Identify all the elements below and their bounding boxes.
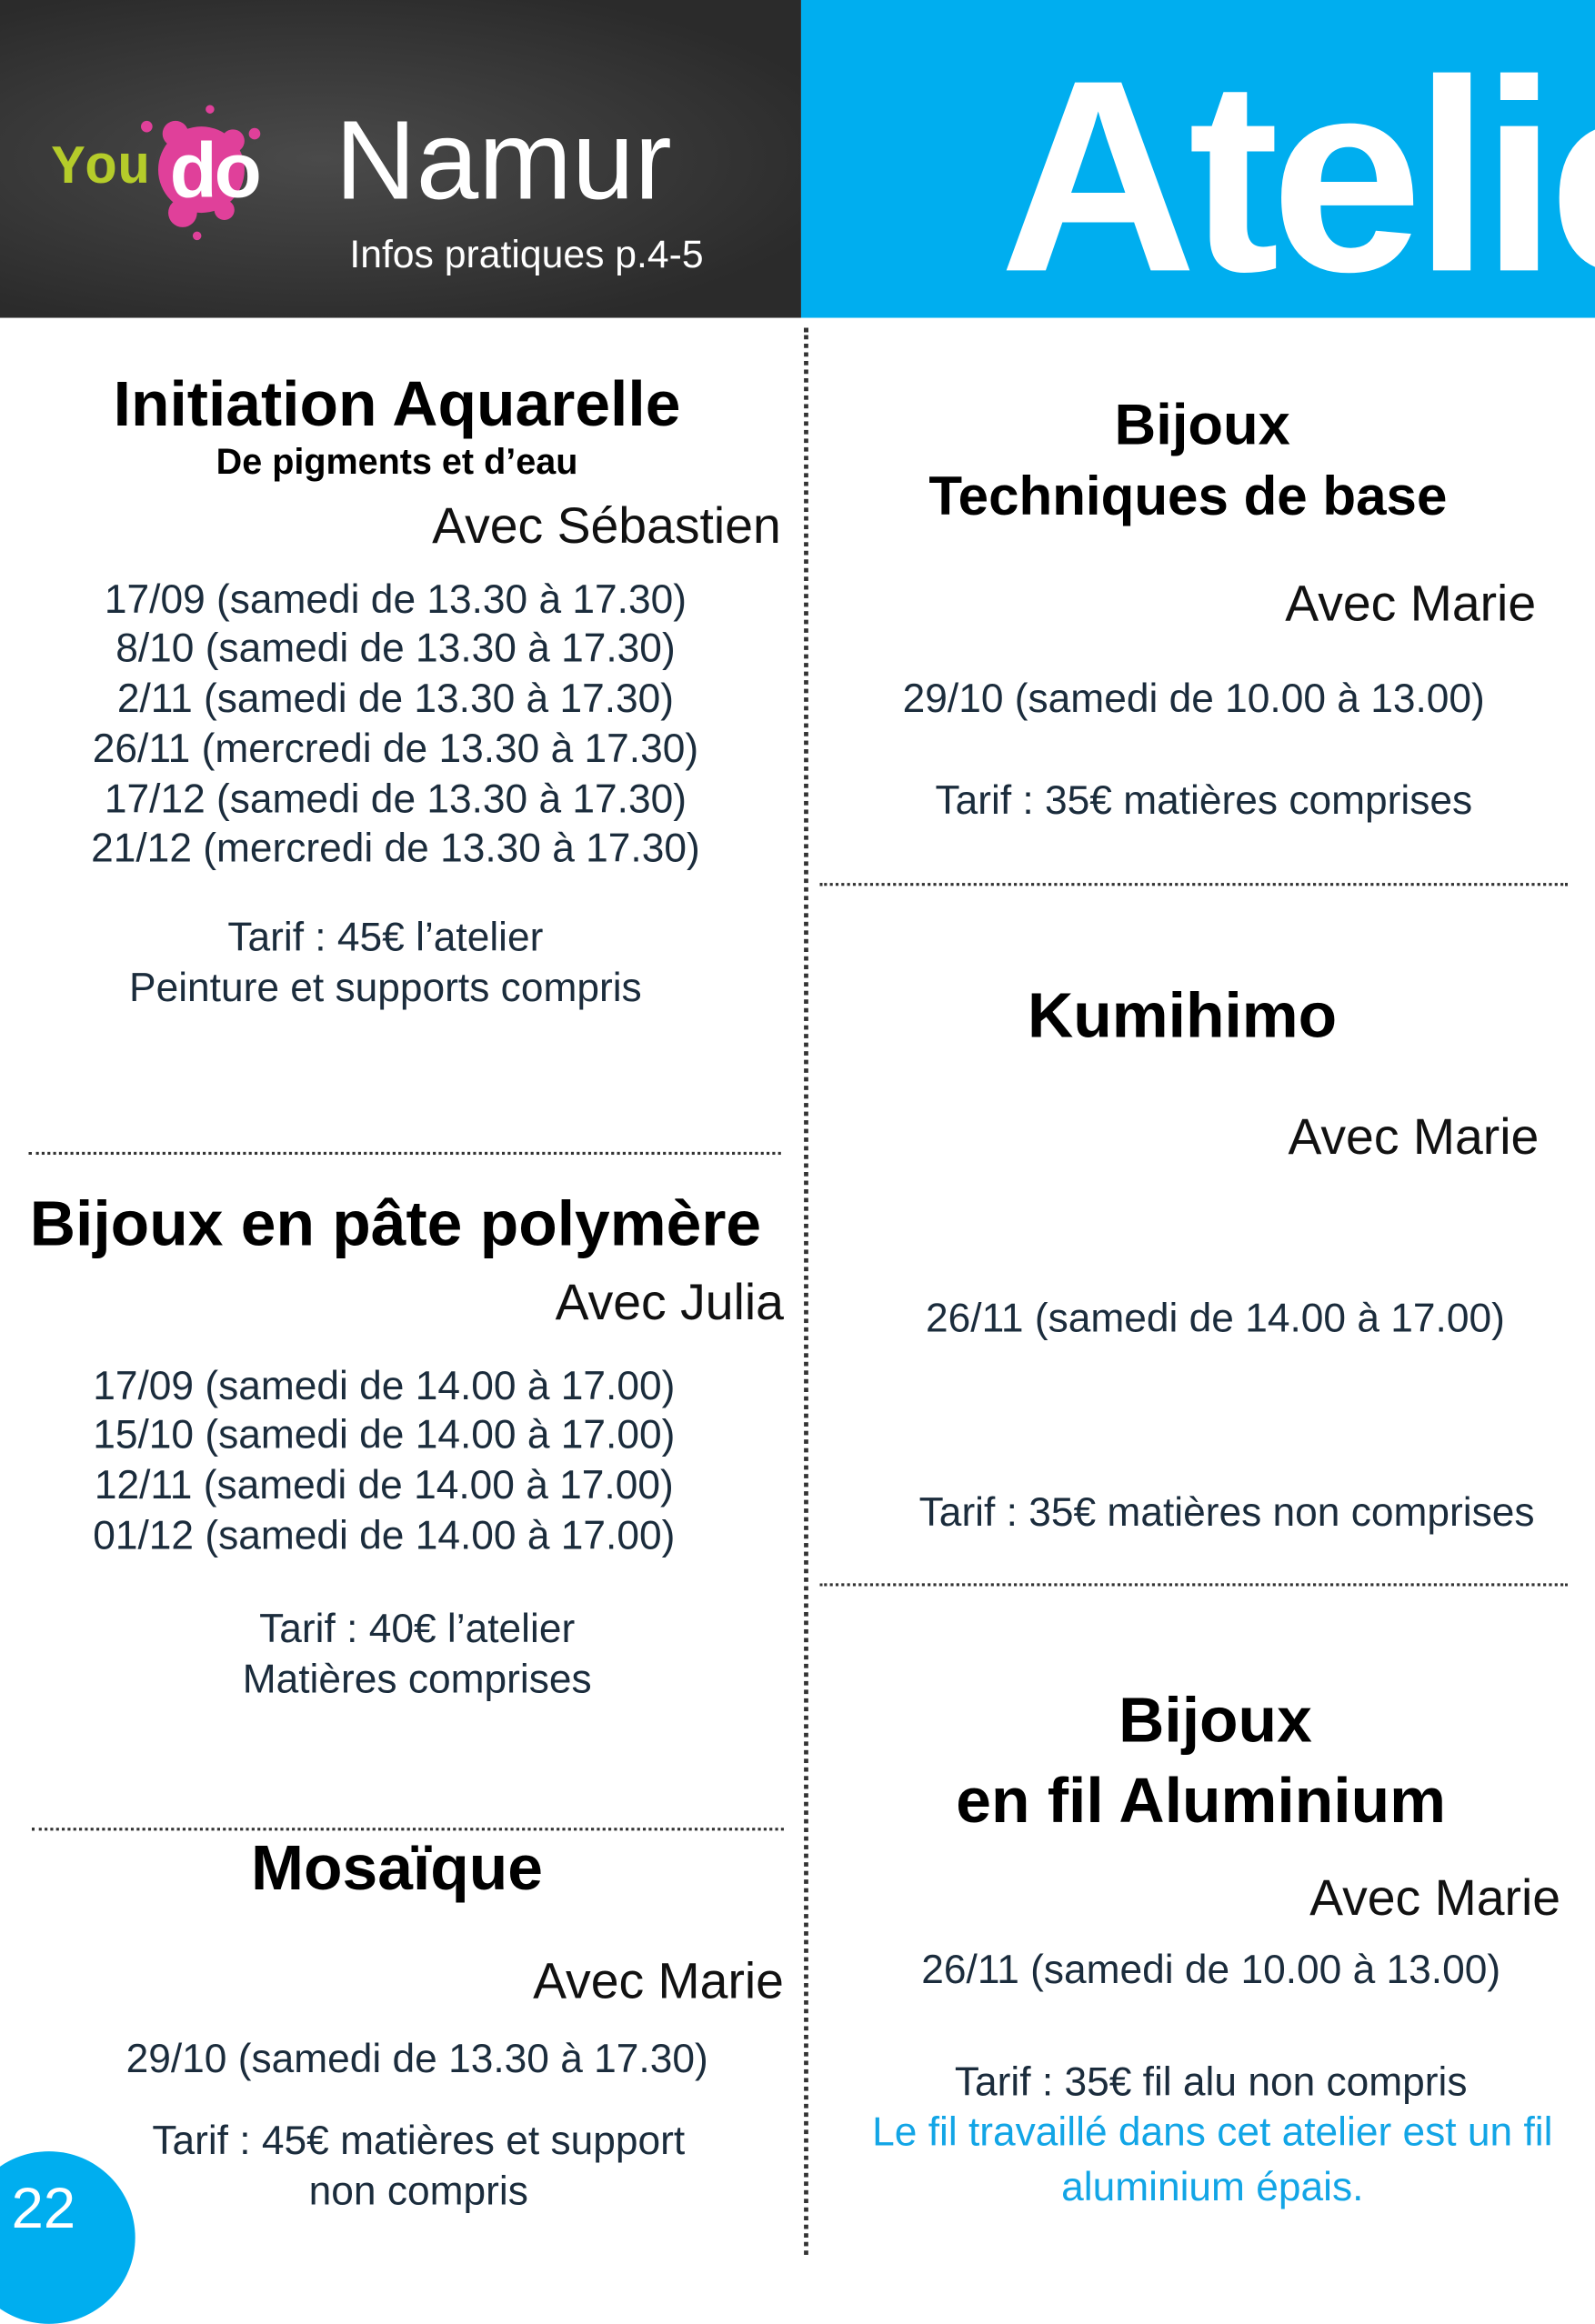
tarif-line: Peinture et supports compris <box>129 965 642 1010</box>
workshop-subtitle: De pigments et d’eau <box>216 442 578 483</box>
section-divider <box>28 1151 781 1156</box>
workshop-title: Bijoux <box>1119 1685 1312 1757</box>
workshop-title: Techniques de base <box>928 467 1448 528</box>
workshop-teacher: Avec Marie <box>1288 1109 1540 1166</box>
infos-pratiques: Infos pratiques p.4-5 <box>349 233 704 276</box>
header-blue-banner: Atelie <box>800 0 1595 318</box>
date-line: 2/11 (samedi de 13.30 à 17.30) <box>116 676 675 721</box>
header-chalkboard: You do Namur Infos pratiques p.4-5 <box>0 0 801 318</box>
column-divider <box>804 327 808 2255</box>
page-number-badge: 22 <box>0 2151 135 2324</box>
tarif-line: Tarif : 40€ l’atelier <box>259 1606 576 1651</box>
workshop-teacher: Avec Julia <box>555 1275 784 1331</box>
date-line: 26/11 (samedi de 14.00 à 17.00) <box>926 1296 1505 1341</box>
date-line: 01/12 (samedi de 14.00 à 17.00) <box>93 1512 676 1558</box>
workshop-title: en fil Aluminium <box>956 1766 1446 1837</box>
date-line: 17/12 (samedi de 13.30 à 17.30) <box>104 776 687 822</box>
tarif-line: Tarif : 35€ fil alu non compris <box>954 2059 1468 2104</box>
workshop-teacher: Avec Marie <box>533 1953 784 2010</box>
tarif-line: Tarif : 35€ matières comprises <box>935 777 1473 823</box>
tarif-line: Tarif : 45€ l’atelier <box>227 914 544 959</box>
note-line: aluminium épais. <box>1061 2164 1364 2209</box>
date-line: 17/09 (samedi de 13.30 à 17.30) <box>104 576 687 622</box>
note-line: Le fil travaillé dans cet atelier est un… <box>872 2109 1553 2155</box>
date-line: 21/12 (mercredi de 13.30 à 17.30) <box>91 825 700 870</box>
tarif-line: non compris <box>308 2169 528 2214</box>
workshop-teacher: Avec Sébastien <box>432 498 781 555</box>
workshop-teacher: Avec Marie <box>1285 576 1537 633</box>
workshop-title: Initiation Aquarelle <box>113 369 681 440</box>
date-line: 12/11 (samedi de 14.00 à 17.00) <box>94 1462 674 1508</box>
tarif-line: Tarif : 35€ matières non comprises <box>918 1489 1535 1535</box>
tarif-line: Tarif : 45€ matières et support <box>152 2118 686 2163</box>
date-line: 17/09 (samedi de 14.00 à 17.00) <box>93 1363 676 1408</box>
city-title: Namur <box>335 95 672 224</box>
workshop-title: Bijoux en pâte polymère <box>29 1188 762 1260</box>
logo-do: do <box>169 127 262 215</box>
page-number: 22 <box>11 2177 76 2241</box>
workshop-title: Mosaïque <box>251 1833 543 1905</box>
workshop-title: Bijoux <box>1114 394 1290 457</box>
section-divider <box>31 1828 784 1831</box>
section-divider <box>819 1583 1568 1587</box>
date-line: 15/10 (samedi de 14.00 à 17.00) <box>93 1412 676 1458</box>
workshop-title: Kumihimo <box>1027 980 1338 1052</box>
section-divider <box>819 883 1568 887</box>
date-line: 26/11 (samedi de 10.00 à 13.00) <box>921 1947 1501 1992</box>
paint-splash-icon <box>140 105 261 241</box>
date-line: 26/11 (mercredi de 13.30 à 17.30) <box>92 726 699 771</box>
date-line: 29/10 (samedi de 13.30 à 17.30) <box>125 2036 708 2081</box>
section-title: Atelie <box>999 24 1595 318</box>
date-line: 29/10 (samedi de 10.00 à 13.00) <box>902 676 1485 721</box>
date-line: 8/10 (samedi de 13.30 à 17.30) <box>115 625 676 671</box>
workshop-teacher: Avec Marie <box>1309 1869 1561 1927</box>
tarif-line: Matières comprises <box>242 1657 592 1702</box>
logo-you: You <box>51 137 151 200</box>
